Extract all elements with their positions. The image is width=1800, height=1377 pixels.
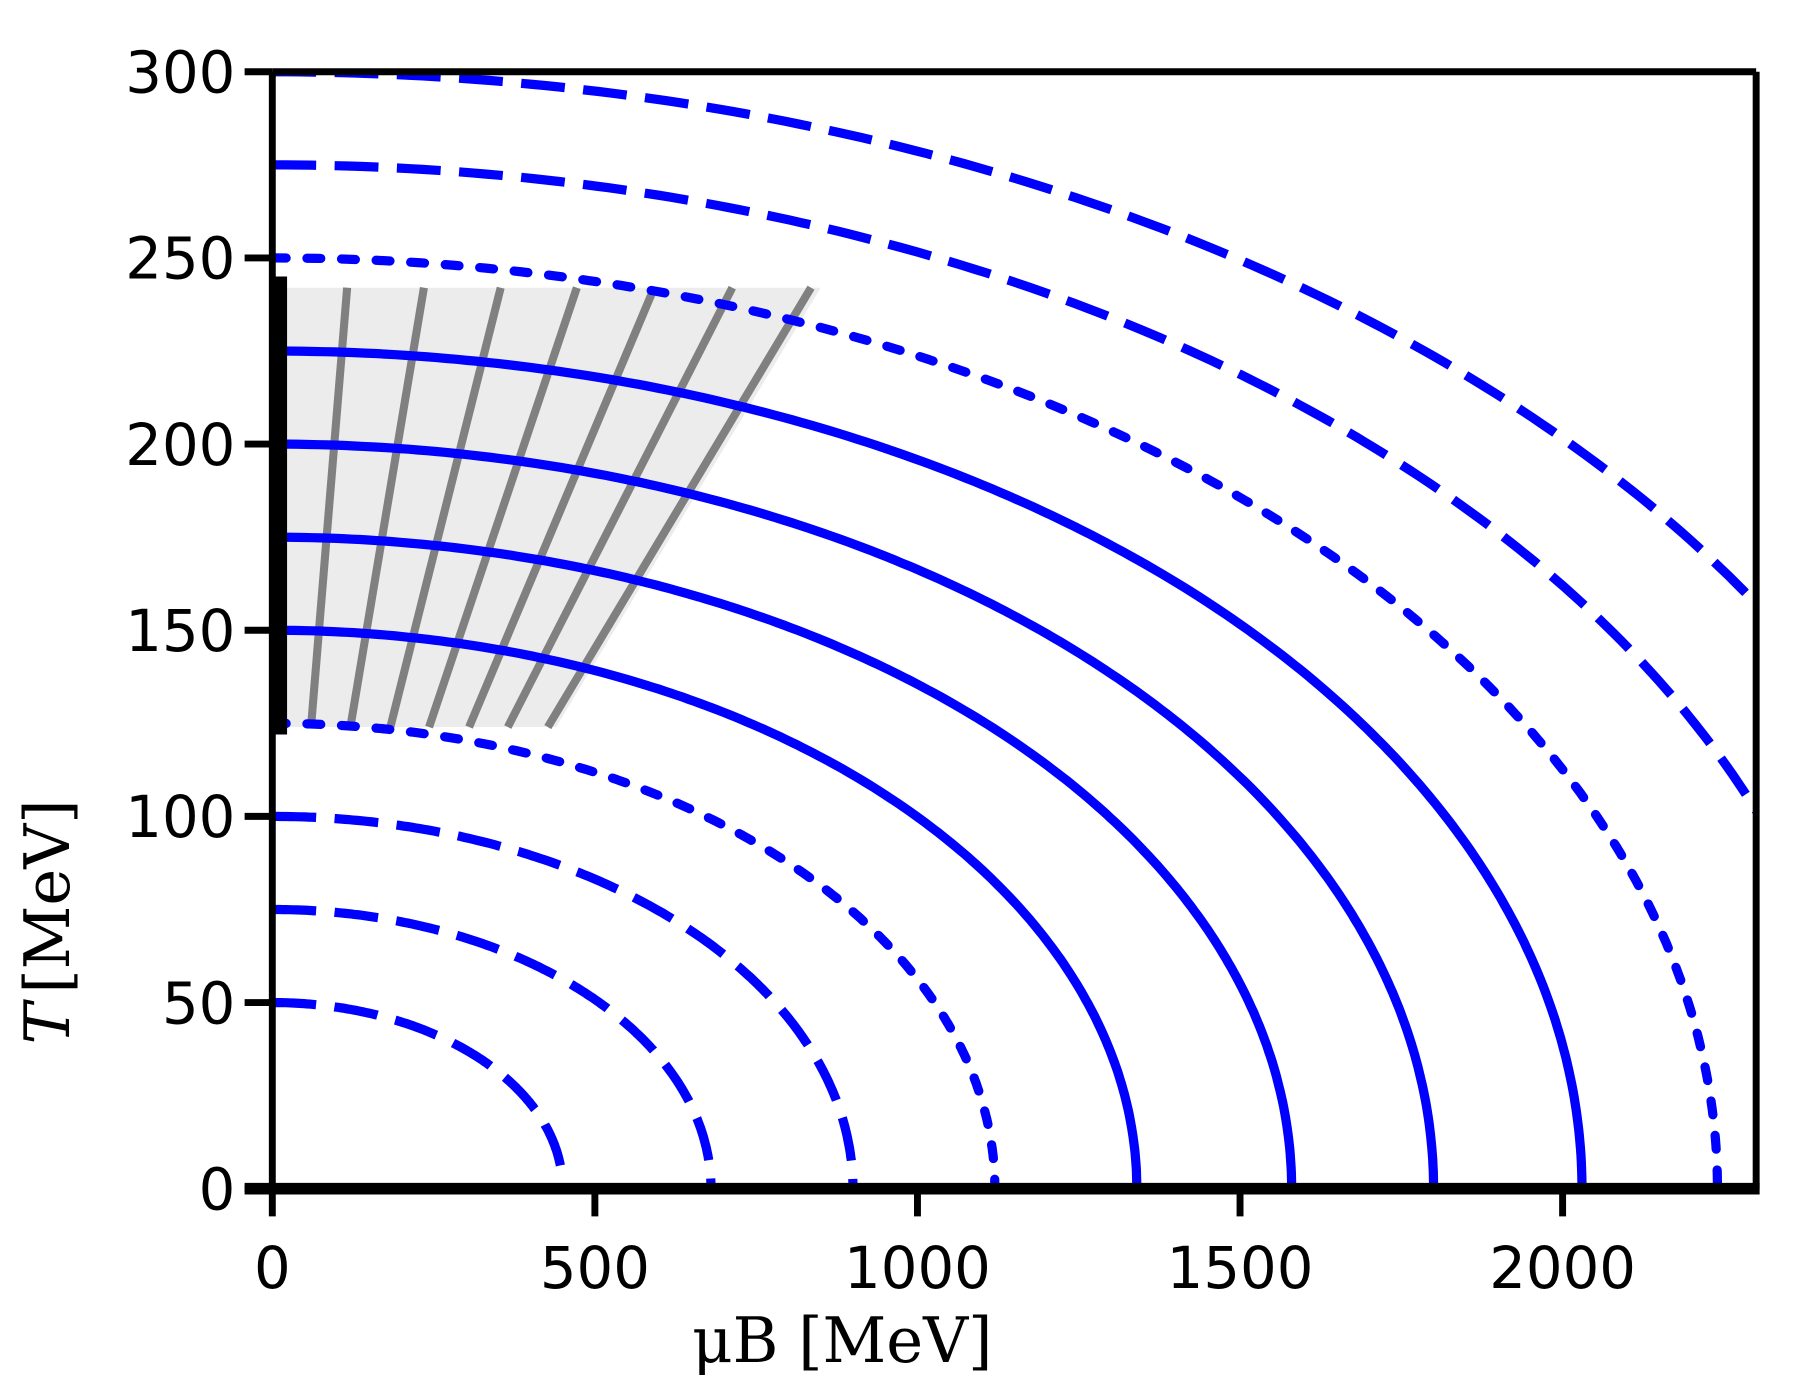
x-tick-label: 0 — [254, 1234, 291, 1302]
curve-T0-175 — [272, 532, 1297, 1189]
y-tick-label: 150 — [125, 597, 235, 665]
curve-T0-75 — [272, 904, 716, 1189]
gray-line-1 — [306, 287, 352, 728]
curve-T0-225 — [272, 346, 1587, 1189]
curve-T0-200 — [272, 439, 1439, 1189]
axes: 0 500 1000 1500 2000 0 50 100 150 200 250 300 — [125, 39, 1760, 1302]
curve-T0-125 — [272, 718, 1000, 1189]
x-tick-label: 1500 — [1167, 1234, 1314, 1302]
gray-line-2 — [346, 287, 428, 728]
y-tick-label: 300 — [125, 39, 235, 107]
gray-line-7 — [544, 285, 815, 730]
x-tick-label: 1000 — [844, 1234, 991, 1302]
curve-T0-150 — [272, 625, 1142, 1189]
curve-T0-275 — [272, 160, 1757, 820]
x-tick-label: 500 — [540, 1234, 650, 1302]
curve-T0-300 — [272, 71, 1757, 611]
curve-T0-250 — [272, 253, 1723, 1189]
y-tick-label: 100 — [125, 783, 235, 851]
curves-layer — [272, 71, 1757, 1189]
x-axis-label: μB [MeV] — [692, 1304, 992, 1377]
gray-line-4 — [425, 286, 581, 729]
x-tick-label: 2000 — [1489, 1234, 1636, 1302]
y-axis-label: T[MeV] — [11, 799, 84, 1044]
curve-T0-50 — [272, 997, 568, 1189]
y-tick-label: 250 — [125, 225, 235, 293]
gray-line-6 — [504, 285, 736, 729]
y-tick-label: 0 — [199, 1155, 236, 1223]
curve-T0-100 — [272, 811, 858, 1189]
y-tick-label: 200 — [125, 411, 235, 479]
y-tick-label: 50 — [162, 969, 235, 1037]
